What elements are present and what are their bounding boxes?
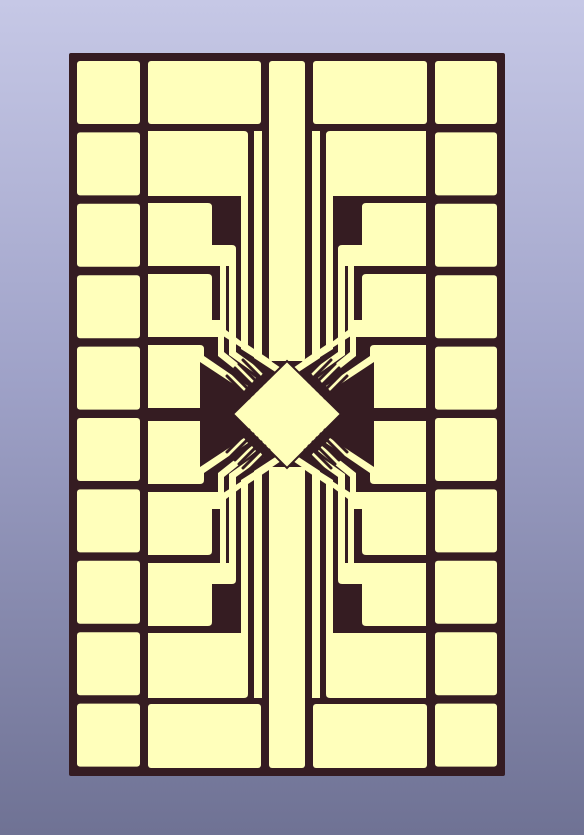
fanout-gap-q3-2 [241, 444, 267, 470]
trace-upper-right-2 [332, 252, 354, 348]
fanout-gap-q3-4 [233, 436, 259, 462]
pad-outer-left-r5[interactable] [77, 346, 140, 410]
fanout-gap-q3-5 [229, 432, 255, 458]
pad-outer-right-r9[interactable] [435, 632, 497, 696]
pad-outer-left-r1[interactable] [77, 61, 140, 124]
pad-outer-right-r10[interactable] [435, 703, 497, 767]
fanout-gap-q4-1 [303, 448, 329, 474]
pad-center-top[interactable] [269, 61, 305, 361]
fanout-gap-q3-3 [237, 440, 263, 466]
fanout-gap-q3-6 [225, 428, 251, 454]
pad-outer-right-r6[interactable] [435, 418, 497, 481]
pad-bottom-left-wide[interactable] [148, 704, 261, 768]
fanout-gap-q2-6 [323, 374, 349, 400]
fanout-gap-q2-5 [319, 370, 345, 396]
pad-fanout-upper-right-r3[interactable] [310, 203, 426, 377]
pad-fanout-lower-right-r4[interactable] [318, 446, 426, 555]
pad-fanout-lower-left-r2[interactable] [148, 463, 272, 698]
pad-fanout-upper-left-r5[interactable] [148, 345, 248, 408]
pad-outer-left-r10[interactable] [77, 703, 140, 767]
pad-outer-right-r3[interactable] [435, 203, 497, 267]
pad-fanout-lower-left-r4[interactable] [148, 446, 256, 555]
fanout-gap-q1-6 [225, 374, 251, 400]
fanout-gap-q2-4 [315, 366, 341, 392]
fanout-gap-q1-2 [241, 358, 267, 384]
pad-outer-left-r8[interactable] [77, 560, 140, 624]
pad-center-bottom[interactable] [269, 467, 305, 768]
fanout-gap-q2-1 [303, 354, 329, 380]
fanout-gap-q1-4 [233, 366, 259, 392]
pad-fanout-upper-left-r4[interactable] [148, 274, 256, 383]
pad-fanout-upper-right-r2[interactable] [302, 131, 426, 366]
pad-fanout-lower-right-r2[interactable] [302, 463, 426, 698]
fanout-gap-q1-3 [237, 362, 263, 388]
fanout-gap-q2-2 [307, 358, 333, 384]
trace-upper-left-2 [220, 252, 242, 348]
pad-outer-left-r2[interactable] [77, 132, 140, 196]
pad-outer-left-r3[interactable] [77, 203, 140, 267]
pad-fanout-lower-left-r5[interactable] [148, 421, 248, 484]
pad-outer-right-r4[interactable] [435, 275, 497, 339]
fanout-gap-q4-5 [319, 432, 345, 458]
chip-die-pad[interactable] [231, 359, 343, 470]
fanout-gap-q4-4 [315, 436, 341, 462]
pad-top-right-wide[interactable] [313, 61, 427, 124]
fanout-gap-q4-3 [311, 440, 337, 466]
pad-outer-left-r7[interactable] [77, 489, 140, 553]
fanout-gap-q4-2 [307, 444, 333, 470]
pad-fanout-lower-left-r3[interactable] [148, 452, 264, 626]
pad-outer-right-r1[interactable] [435, 61, 497, 124]
fanout-gap-q2-3 [311, 362, 337, 388]
pad-outer-right-r2[interactable] [435, 132, 497, 196]
pad-outer-right-r7[interactable] [435, 489, 497, 553]
pad-outer-left-r6[interactable] [77, 418, 140, 481]
fanout-gap-q1-1 [245, 354, 271, 380]
pad-bottom-right-wide[interactable] [313, 704, 427, 768]
pad-grid [77, 61, 497, 768]
pad-fanout-upper-left-r2[interactable] [148, 131, 272, 366]
trace-lower-left-2 [220, 481, 242, 577]
trace-lower-right-1 [293, 456, 320, 698]
pad-outer-right-r8[interactable] [435, 560, 497, 624]
pad-fanout-lower-right-r3[interactable] [310, 452, 426, 626]
trace-upper-right-1 [293, 131, 320, 373]
pad-outer-right-r5[interactable] [435, 346, 497, 410]
fanout-gap-q3-1 [245, 448, 271, 474]
pad-fanout-upper-right-r5[interactable] [326, 345, 426, 408]
pad-outer-left-r9[interactable] [77, 632, 140, 696]
chip-die [225, 354, 349, 474]
trace-upper-left-1 [254, 131, 281, 373]
pad-fanout-upper-left-r3[interactable] [148, 203, 264, 377]
trace-lower-left-1 [254, 456, 281, 698]
fanout-gap-q1-5 [229, 370, 255, 396]
fanout-gap-q4-6 [323, 428, 349, 454]
pad-fanout-lower-right-r5[interactable] [326, 421, 426, 484]
pad-fanout-upper-right-r4[interactable] [318, 274, 426, 383]
pad-top-left-wide[interactable] [148, 61, 261, 124]
trace-lower-right-2 [332, 481, 354, 577]
pad-outer-left-r4[interactable] [77, 275, 140, 339]
